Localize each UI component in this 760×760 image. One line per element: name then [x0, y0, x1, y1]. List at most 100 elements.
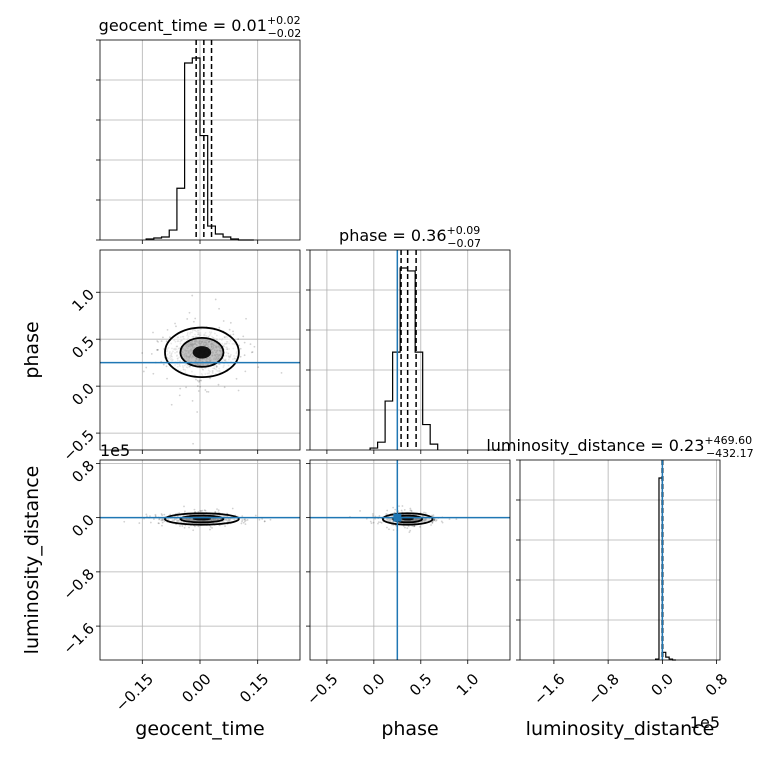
sample-point	[196, 379, 199, 382]
sample-point	[145, 513, 148, 516]
sample-point	[149, 515, 151, 518]
sample-point	[163, 513, 166, 516]
sample-point	[244, 523, 247, 526]
sample-point	[207, 390, 210, 393]
sample-point	[161, 514, 164, 517]
sample-point	[165, 365, 168, 368]
sample-point	[392, 529, 395, 531]
y-axis-label-phase: phase	[21, 321, 43, 378]
x-tick-label-luminosity_distance: −1.6	[530, 670, 568, 708]
sample-point	[231, 507, 234, 510]
sample-point	[183, 526, 186, 529]
x-tick-label-phase: 0.5	[406, 670, 436, 700]
sample-point	[153, 518, 155, 520]
sample-point	[380, 522, 383, 524]
y-tick-label-phase: −0.5	[60, 426, 98, 464]
sample-point	[188, 311, 191, 314]
panel-background	[520, 460, 720, 660]
sample-point	[161, 524, 163, 527]
sample-point	[204, 389, 207, 391]
sample-point	[169, 513, 172, 516]
x-tick-label-luminosity_distance: −0.8	[584, 670, 622, 708]
sample-point	[433, 519, 435, 522]
sample-point	[419, 525, 421, 528]
sample-point	[209, 377, 211, 380]
sample-point	[433, 518, 436, 520]
sample-point	[156, 348, 159, 351]
sample-point	[241, 519, 244, 521]
sample-point	[394, 508, 397, 511]
sample-point	[393, 511, 396, 514]
sample-point	[455, 518, 458, 521]
sample-point	[198, 379, 201, 382]
contour-core	[192, 346, 212, 359]
sample-point	[196, 411, 199, 413]
sample-point	[431, 514, 433, 517]
sample-point	[409, 507, 412, 510]
sample-point	[162, 363, 165, 366]
sample-point	[179, 387, 182, 390]
panel-geocent_time-geocent_time	[96, 39, 301, 241]
sample-point	[251, 351, 254, 353]
sample-point	[217, 383, 220, 386]
sample-point	[394, 524, 397, 527]
sample-point	[188, 526, 190, 529]
y-tick-label-phase: 1.0	[68, 286, 98, 316]
sample-point	[235, 377, 238, 380]
sample-point	[218, 307, 220, 310]
scatter-luminosity_distance-vs-geocent_time	[100, 505, 300, 532]
sample-point	[204, 509, 207, 512]
sample-point	[392, 506, 395, 509]
sample-point	[431, 520, 434, 523]
sample-point	[175, 325, 177, 328]
histogram-phase	[369, 267, 439, 450]
sample-point	[211, 527, 213, 529]
sample-point	[168, 336, 171, 339]
sample-point	[183, 505, 185, 508]
panel-border	[519, 459, 721, 661]
sample-point	[261, 518, 264, 520]
sample-point	[369, 520, 372, 523]
sample-point	[424, 512, 427, 514]
title-phase: phase = 0.36+0.09 −0.07	[339, 224, 481, 250]
sample-point	[197, 510, 200, 513]
sample-point	[156, 340, 159, 342]
panel-luminosity_distance-luminosity_distance	[516, 459, 721, 661]
x-tick-label-phase: −0.5	[303, 670, 341, 708]
x-tick-label-luminosity_distance: 0.0	[648, 670, 678, 700]
sample-point	[241, 520, 243, 523]
title-luminosity_distance: luminosity_distance = 0.23+469.60 −432.17	[486, 434, 753, 460]
sample-point	[174, 322, 176, 325]
sample-point	[154, 513, 157, 516]
sample-point	[214, 298, 217, 301]
histogram-luminosity_distance	[654, 477, 676, 661]
sample-point	[249, 343, 252, 346]
sample-point	[157, 522, 160, 525]
sample-point	[201, 509, 204, 512]
sample-point	[166, 377, 168, 380]
sample-point	[181, 525, 184, 527]
sample-point	[253, 345, 256, 348]
sample-point	[185, 386, 187, 389]
sample-point	[379, 521, 382, 524]
sample-point	[243, 354, 246, 357]
sample-point	[258, 518, 261, 521]
sample-point	[146, 515, 148, 518]
x-axis-label-geocent_time: geocent_time	[135, 718, 264, 740]
sample-point	[263, 520, 266, 523]
x-tick-label-luminosity_distance: 0.8	[702, 670, 732, 700]
sample-point	[214, 511, 217, 513]
sample-point	[197, 390, 200, 392]
sample-point	[166, 328, 169, 331]
sample-point	[413, 525, 416, 528]
sample-point	[410, 509, 413, 512]
sample-point	[191, 399, 194, 402]
sample-point	[404, 526, 406, 529]
y-tick-label-luminosity_distance: −0.8	[60, 565, 98, 603]
sample-point	[162, 336, 164, 339]
sample-point	[388, 528, 390, 531]
sample-point	[413, 525, 415, 528]
sample-point	[409, 509, 412, 512]
